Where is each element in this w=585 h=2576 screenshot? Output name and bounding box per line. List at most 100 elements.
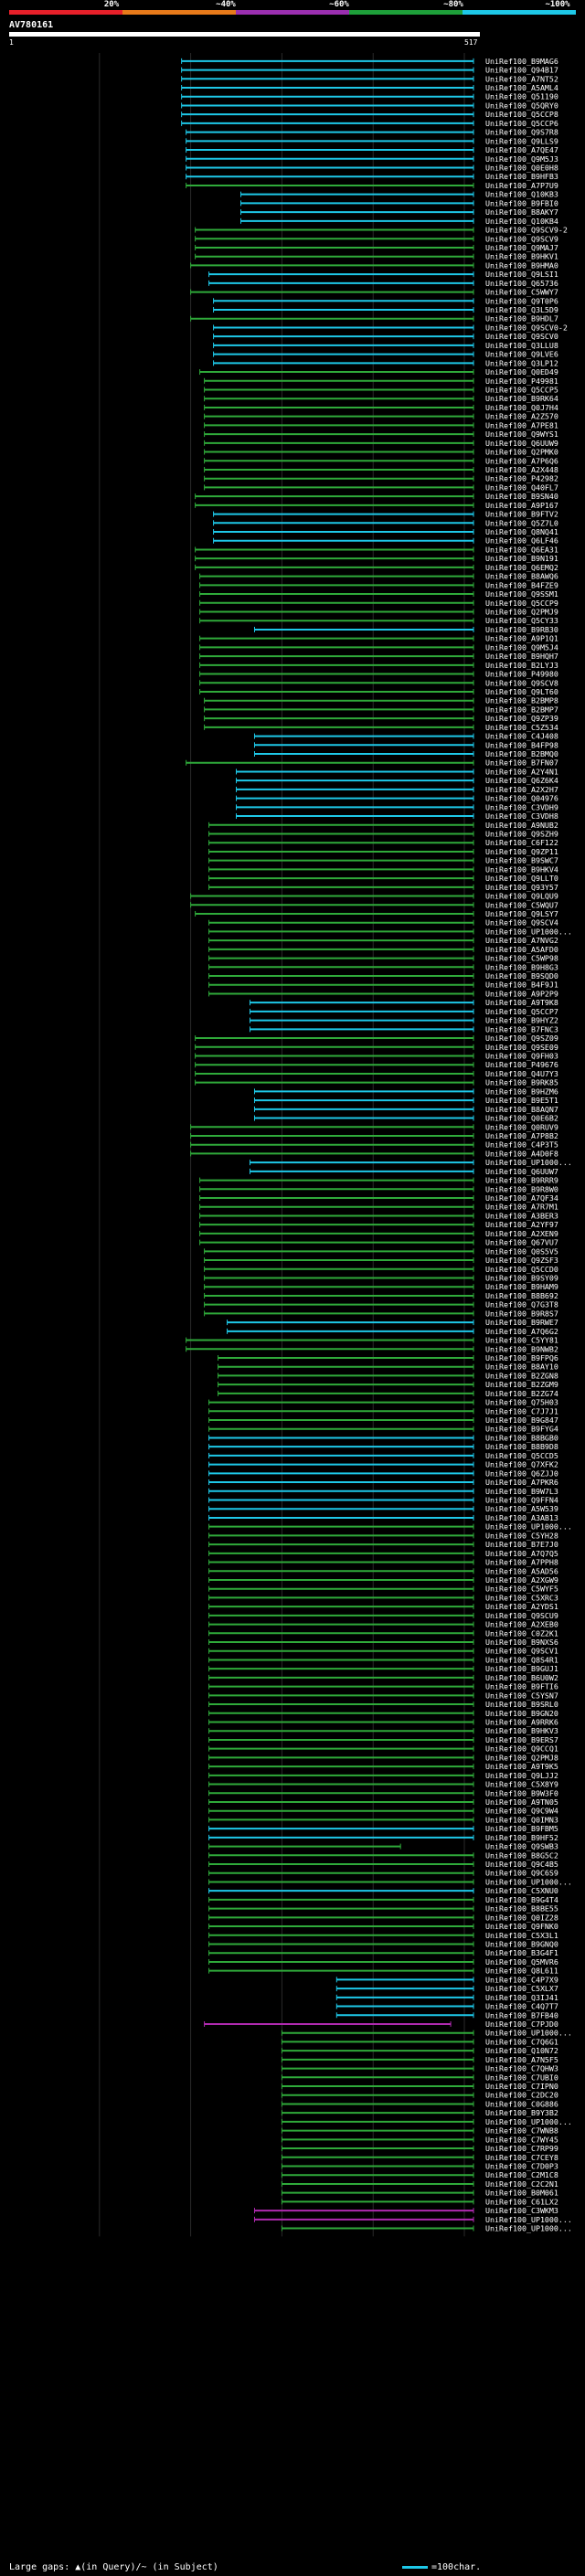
- hit-label[interactable]: UniRef100_Q9LQU9: [485, 892, 558, 901]
- hit-label[interactable]: UniRef100_C5XNU0: [485, 1886, 558, 1895]
- hit-label[interactable]: UniRef100_B0M061: [485, 2189, 558, 2198]
- hit-label[interactable]: UniRef100_Q6UUW9: [485, 439, 558, 448]
- hit-label[interactable]: UniRef100_C5Z534: [485, 723, 558, 732]
- hit-label[interactable]: UniRef100_A7Q7Q5: [485, 1549, 558, 1558]
- hit-label[interactable]: UniRef100_B9NXS6: [485, 1638, 558, 1647]
- hit-label[interactable]: UniRef100_Q8NQ41: [485, 527, 558, 536]
- hit-label[interactable]: UniRef100_A7P6Q6: [485, 456, 558, 465]
- hit-label[interactable]: UniRef100_Q9SCV8: [485, 678, 558, 687]
- hit-label[interactable]: UniRef100_B8B692: [485, 1291, 558, 1300]
- hit-label[interactable]: UniRef100_A2YDS1: [485, 1602, 558, 1611]
- hit-label[interactable]: UniRef100_Q04976: [485, 794, 558, 803]
- hit-label[interactable]: UniRef100_C7Q6G1: [485, 2037, 558, 2046]
- hit-label[interactable]: UniRef100_C7WY45: [485, 2135, 558, 2144]
- hit-label[interactable]: UniRef100_C5YSN7: [485, 1691, 558, 1700]
- hit-label[interactable]: UniRef100_C5YH28: [485, 1531, 558, 1540]
- hit-label[interactable]: UniRef100_C2M1C8: [485, 2170, 558, 2179]
- hit-label[interactable]: UniRef100_C7QHW3: [485, 2064, 558, 2073]
- hit-label[interactable]: UniRef100_Q2PMJ8: [485, 1753, 558, 1762]
- hit-label[interactable]: UniRef100_B9FTI6: [485, 1682, 558, 1691]
- hit-label[interactable]: UniRef100_B9HFB3: [485, 172, 558, 181]
- hit-label[interactable]: UniRef100_Q9LLT0: [485, 874, 558, 883]
- hit-label[interactable]: UniRef100_A9P2P9: [485, 989, 558, 998]
- hit-label[interactable]: UniRef100_B7FNC3: [485, 1024, 558, 1034]
- hit-label[interactable]: UniRef100_Q9C9W4: [485, 1807, 558, 1816]
- hit-label[interactable]: UniRef100_B2BMP8: [485, 696, 558, 705]
- hit-label[interactable]: UniRef100_A7PE81: [485, 420, 558, 429]
- hit-label[interactable]: UniRef100_B8BGB0: [485, 1433, 558, 1442]
- hit-label[interactable]: UniRef100_A3BER3: [485, 1211, 558, 1220]
- hit-label[interactable]: UniRef100_Q5QRY0: [485, 101, 558, 110]
- hit-label[interactable]: UniRef100_Q7XFK2: [485, 1460, 558, 1469]
- hit-label[interactable]: UniRef100_A9T9K8: [485, 998, 558, 1007]
- hit-label[interactable]: UniRef100_C5XRC3: [485, 1593, 558, 1602]
- hit-label[interactable]: UniRef100_C61LX2: [485, 2197, 558, 2206]
- hit-label[interactable]: UniRef100_UP1000...: [485, 2224, 572, 2233]
- hit-label[interactable]: UniRef100_C4J408: [485, 732, 558, 741]
- hit-label[interactable]: UniRef100_A2YF97: [485, 1220, 558, 1229]
- hit-label[interactable]: UniRef100_A9P167: [485, 501, 558, 510]
- hit-label[interactable]: UniRef100_Q9FH03: [485, 1052, 558, 1061]
- hit-label[interactable]: UniRef100_Q0E6B2: [485, 1114, 558, 1123]
- hit-label[interactable]: UniRef100_B4FP98: [485, 740, 558, 749]
- hit-label[interactable]: UniRef100_P49980: [485, 670, 558, 679]
- hit-label[interactable]: UniRef100_A2X448: [485, 465, 558, 474]
- hit-label[interactable]: UniRef100_B9ERS7: [485, 1735, 558, 1744]
- hit-label[interactable]: UniRef100_Q0RUV9: [485, 1122, 558, 1131]
- hit-label[interactable]: UniRef100_Q9SCV0-2: [485, 323, 568, 332]
- hit-label[interactable]: UniRef100_B2BMQ0: [485, 749, 558, 758]
- hit-label[interactable]: UniRef100_UP1000...: [485, 927, 572, 936]
- hit-label[interactable]: UniRef100_B2LYJ3: [485, 661, 558, 670]
- hit-label[interactable]: UniRef100_B9R8W0: [485, 1184, 558, 1193]
- hit-label[interactable]: UniRef100_A9T9K5: [485, 1762, 558, 1771]
- hit-label[interactable]: UniRef100_C5XLX7: [485, 1984, 558, 1993]
- hit-label[interactable]: UniRef100_B9RB30: [485, 625, 558, 634]
- hit-label[interactable]: UniRef100_Q9C6S9: [485, 1869, 558, 1878]
- hit-label[interactable]: UniRef100_Q4U7Y3: [485, 1069, 558, 1078]
- hit-label[interactable]: UniRef100_Q9MAJ7: [485, 243, 558, 252]
- hit-label[interactable]: UniRef100_B9SQD0: [485, 971, 558, 981]
- hit-label[interactable]: UniRef100_Q9CCQ1: [485, 1744, 558, 1754]
- hit-label[interactable]: UniRef100_C7D0P3: [485, 2162, 558, 2171]
- hit-label[interactable]: UniRef100_A2XGW9: [485, 1575, 558, 1585]
- hit-label[interactable]: UniRef100_Q6ZJJ0: [485, 1468, 558, 1478]
- hit-label[interactable]: UniRef100_A2X2H7: [485, 785, 558, 794]
- hit-label[interactable]: UniRef100_B9NWB2: [485, 1344, 558, 1353]
- hit-label[interactable]: UniRef100_C7J7J1: [485, 1406, 558, 1415]
- hit-label[interactable]: UniRef100_A7R7M1: [485, 1203, 558, 1212]
- hit-label[interactable]: UniRef100_B9G4T4: [485, 1895, 558, 1904]
- hit-label[interactable]: UniRef100_C3VDH9: [485, 802, 558, 811]
- hit-label[interactable]: UniRef100_C2C2N1: [485, 2179, 558, 2189]
- hit-label[interactable]: UniRef100_Q5CCP9: [485, 599, 558, 608]
- hit-label[interactable]: UniRef100_B9GNQ0: [485, 1940, 558, 1949]
- hit-label[interactable]: UniRef100_Q9SCV9: [485, 234, 558, 243]
- hit-label[interactable]: UniRef100_B8BE55: [485, 1904, 558, 1913]
- hit-label[interactable]: UniRef100_B2ZG74: [485, 1389, 558, 1398]
- hit-label[interactable]: UniRef100_B9HKV1: [485, 252, 558, 261]
- hit-label[interactable]: UniRef100_Q40FL7: [485, 482, 558, 492]
- hit-label[interactable]: UniRef100_Q0ED49: [485, 367, 558, 376]
- hit-label[interactable]: UniRef100_Q8L611: [485, 1966, 558, 1976]
- hit-label[interactable]: UniRef100_C6F122: [485, 838, 558, 847]
- hit-label[interactable]: UniRef100_Q7G3T8: [485, 1300, 558, 1309]
- hit-label[interactable]: UniRef100_A7QF34: [485, 1193, 558, 1203]
- hit-label[interactable]: UniRef100_B9SRL0: [485, 1700, 558, 1709]
- hit-label[interactable]: UniRef100_Q9SCU9: [485, 1611, 558, 1620]
- hit-label[interactable]: UniRef100_C5WQU7: [485, 900, 558, 909]
- hit-label[interactable]: UniRef100_A2XEN9: [485, 1229, 558, 1238]
- hit-label[interactable]: UniRef100_P49981: [485, 376, 558, 386]
- hit-label[interactable]: UniRef100_B9FYG4: [485, 1425, 558, 1434]
- hit-label[interactable]: UniRef100_Q0IMN3: [485, 1815, 558, 1824]
- hit-label[interactable]: UniRef100_Q5CCP6: [485, 119, 558, 128]
- hit-label[interactable]: UniRef100_UP1000...: [485, 2117, 572, 2126]
- hit-label[interactable]: UniRef100_A9P1Q1: [485, 634, 558, 643]
- hit-label[interactable]: UniRef100_B9H8G3: [485, 962, 558, 971]
- hit-label[interactable]: UniRef100_UP1000...: [485, 2215, 572, 2224]
- hit-label[interactable]: UniRef100_Q75H03: [485, 1398, 558, 1407]
- hit-label[interactable]: UniRef100_Q5CCP8: [485, 110, 558, 119]
- hit-label[interactable]: UniRef100_Q5Z7L0: [485, 518, 558, 527]
- hit-label[interactable]: UniRef100_B6U0W2: [485, 1673, 558, 1682]
- hit-label[interactable]: UniRef100_C5WWY7: [485, 288, 558, 297]
- hit-label[interactable]: UniRef100_A9RRK6: [485, 1718, 558, 1727]
- hit-label[interactable]: UniRef100_Q9SCV4: [485, 918, 558, 928]
